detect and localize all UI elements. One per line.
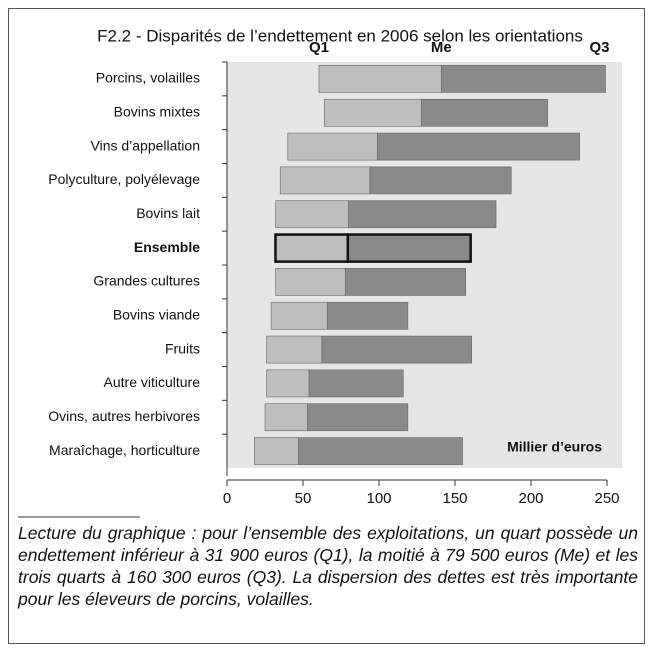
- bar-low: [323, 98, 422, 127]
- category-label: Polyculture, polyélevage: [48, 171, 200, 187]
- bar-low: [270, 301, 328, 330]
- bar-high: [345, 268, 466, 296]
- bar-low: [266, 369, 310, 398]
- bar-low: [279, 166, 371, 195]
- category-label: Bovins lait: [136, 205, 200, 221]
- category-label: Maraîchage, horticulture: [49, 442, 200, 458]
- bar-high: [346, 233, 472, 263]
- bar-high: [298, 437, 463, 465]
- bar-high: [307, 403, 409, 432]
- x-tick-label: 100: [366, 490, 391, 507]
- bar-low: [275, 200, 349, 229]
- x-tick-label: 50: [295, 490, 312, 507]
- bar-low: [254, 437, 299, 465]
- x-tick-label: 200: [518, 490, 543, 507]
- category-label: Vins d’appellation: [91, 137, 201, 153]
- category-label: Grandes cultures: [93, 273, 200, 289]
- bar-high: [441, 65, 606, 93]
- caption: Lecture du graphique : pour l’ensemble d…: [18, 523, 638, 609]
- bar-high: [327, 301, 409, 330]
- bar-high: [377, 132, 580, 161]
- bar-high: [308, 369, 404, 398]
- category-label: Ovins, autres herbivores: [48, 408, 200, 424]
- x-tick-label: 250: [594, 490, 619, 507]
- unit-label: Millier d’euros: [507, 439, 602, 455]
- chart-title: F2.2 - Disparités de l’endettement en 20…: [97, 26, 583, 45]
- bar-low: [287, 132, 378, 161]
- category-label: Fruits: [165, 340, 200, 356]
- plot-background: [227, 62, 622, 468]
- chart: F2.2 - Disparités de l’endettement en 20…: [18, 26, 622, 518]
- category-label: Bovins viande: [113, 306, 200, 322]
- category-label: Autre viticulture: [104, 374, 201, 390]
- marker-label: Q3: [589, 39, 609, 56]
- category-label: Porcins, volailles: [96, 70, 200, 86]
- bar-high: [421, 98, 549, 127]
- category-label: Ensemble: [134, 239, 200, 255]
- frame: [8, 8, 645, 644]
- bar-low: [264, 403, 308, 432]
- marker-label: Q1: [309, 39, 329, 56]
- x-tick-label: 150: [442, 490, 467, 507]
- x-tick-label: 0: [223, 490, 231, 507]
- bar-low: [318, 65, 442, 93]
- bar-low: [274, 233, 350, 263]
- bar-high: [369, 166, 512, 195]
- bar-high: [321, 335, 473, 364]
- marker-label: Me: [431, 39, 452, 56]
- bar-high: [348, 200, 497, 229]
- bar-low: [275, 268, 346, 296]
- bar-low: [266, 335, 323, 364]
- category-label: Bovins mixtes: [114, 103, 200, 119]
